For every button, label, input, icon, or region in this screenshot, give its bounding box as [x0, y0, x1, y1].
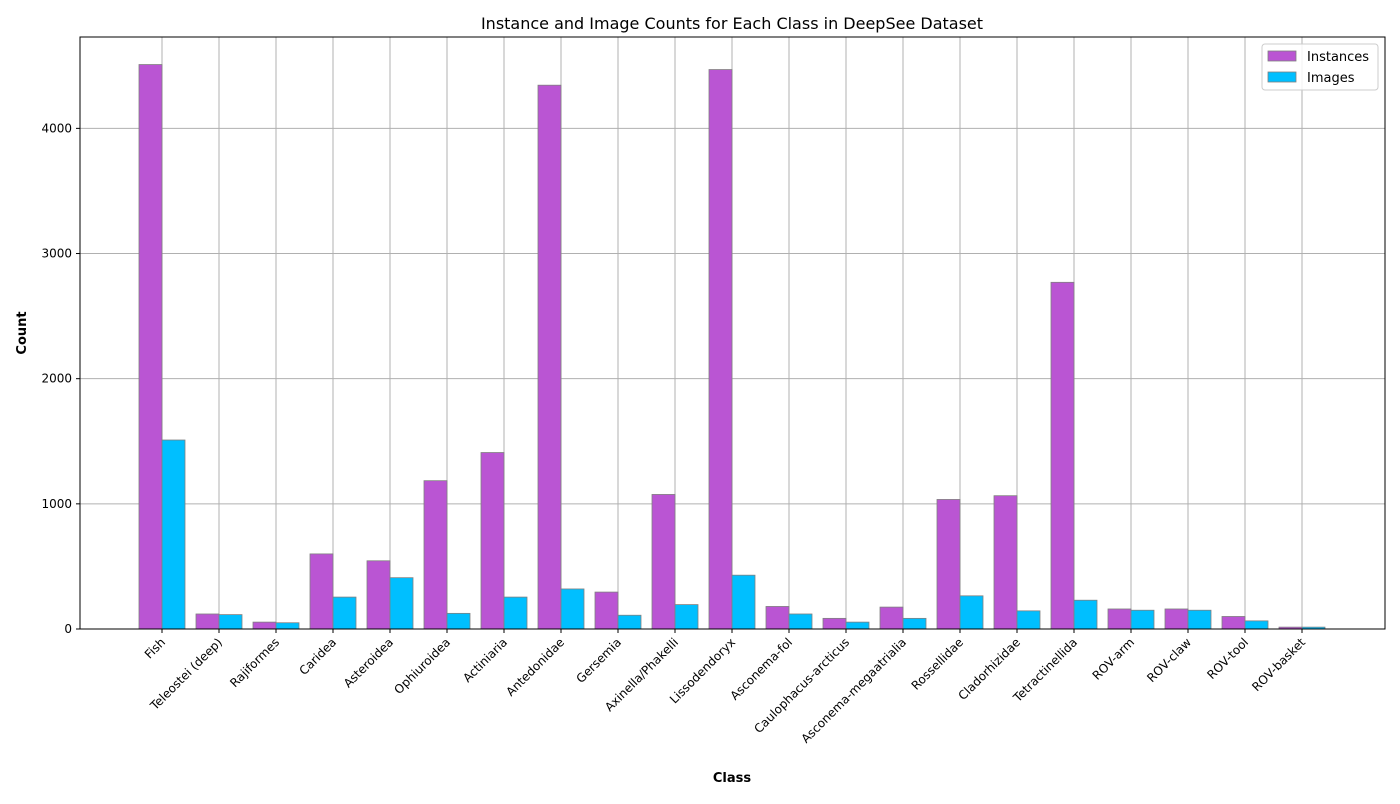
- x-tick-label: ROV-basket: [1249, 635, 1308, 694]
- chart-title: Instance and Image Counts for Each Class…: [481, 14, 983, 33]
- instances-bar: [195, 613, 220, 630]
- x-tick-label: ROV-arm: [1090, 635, 1138, 683]
- images-bar: [275, 622, 300, 630]
- instances-bar: [423, 480, 448, 630]
- images-bar: [503, 596, 528, 630]
- x-tick-label: ROV-tool: [1204, 635, 1251, 682]
- instances-bar: [480, 452, 505, 630]
- images-bar: [959, 595, 984, 630]
- images-bar: [1244, 620, 1269, 630]
- x-tick-label: Asteroidea: [341, 635, 396, 690]
- instances-bar: [594, 591, 619, 630]
- y-tick-label: 4000: [41, 121, 72, 135]
- images-bar: [1073, 599, 1098, 630]
- instances-bar: [1221, 616, 1246, 630]
- x-tick-label: Caridea: [296, 635, 339, 678]
- images-bar: [1130, 609, 1155, 630]
- bars: [138, 64, 1326, 630]
- y-tick-label: 2000: [41, 372, 72, 386]
- legend-swatch-instances: [1267, 50, 1297, 62]
- images-bar: [332, 596, 357, 630]
- images-bar: [674, 604, 699, 630]
- images-bar: [161, 439, 186, 630]
- images-bar: [1016, 610, 1041, 630]
- instances-bar: [936, 499, 961, 630]
- x-tick-label: ROV-claw: [1144, 635, 1194, 685]
- instances-bar: [309, 553, 334, 630]
- images-bar: [845, 621, 870, 630]
- instances-bar: [708, 69, 733, 630]
- images-bar: [218, 614, 243, 630]
- images-bar: [1187, 609, 1212, 630]
- images-bar: [731, 574, 756, 630]
- instances-bar: [252, 621, 277, 630]
- instances-bar: [366, 560, 391, 630]
- instances-bar: [822, 617, 847, 630]
- instances-bar: [1107, 608, 1132, 630]
- instances-bar: [651, 494, 676, 630]
- x-axis-label: Class: [713, 771, 752, 786]
- images-bar: [617, 614, 642, 630]
- images-bar: [788, 613, 813, 630]
- legend: Instances Images: [1261, 43, 1379, 91]
- x-tick-label: Rajiformes: [227, 635, 282, 690]
- instances-bar: [993, 495, 1018, 630]
- y-axis: 0 1000 2000 3000 4000: [41, 121, 80, 636]
- x-tick-label: Asconema-megaatrialia: [798, 635, 909, 746]
- images-bar: [902, 617, 927, 630]
- x-tick-label: Rossellidae: [909, 635, 967, 693]
- y-tick-label: 0: [64, 622, 72, 636]
- instances-bar: [1050, 281, 1075, 630]
- instances-bar: [138, 64, 163, 630]
- x-tick-label: Caulophacus-arcticus: [751, 635, 852, 736]
- legend-label-instances: Instances: [1307, 50, 1369, 65]
- instances-bar: [1164, 608, 1189, 630]
- legend-label-images: Images: [1307, 71, 1355, 86]
- images-bar: [560, 588, 585, 630]
- y-tick-label: 1000: [41, 497, 72, 511]
- x-tick-label: Antedonidae: [503, 635, 567, 699]
- images-bar: [389, 577, 414, 630]
- x-tick-label: Actiniaria: [460, 635, 510, 685]
- x-tick-label: Fish: [142, 635, 168, 661]
- instances-bar: [879, 606, 904, 630]
- y-axis-label: Count: [15, 311, 30, 354]
- x-tick-label: Gersemia: [573, 635, 624, 686]
- x-tick-label: Ophiuroidea: [391, 635, 453, 697]
- legend-swatch-images: [1267, 71, 1297, 83]
- grid-lines: [80, 37, 1385, 630]
- images-bar: [446, 612, 471, 630]
- instances-bar: [765, 606, 790, 630]
- y-tick-label: 3000: [41, 247, 72, 261]
- instances-bar: [537, 84, 562, 630]
